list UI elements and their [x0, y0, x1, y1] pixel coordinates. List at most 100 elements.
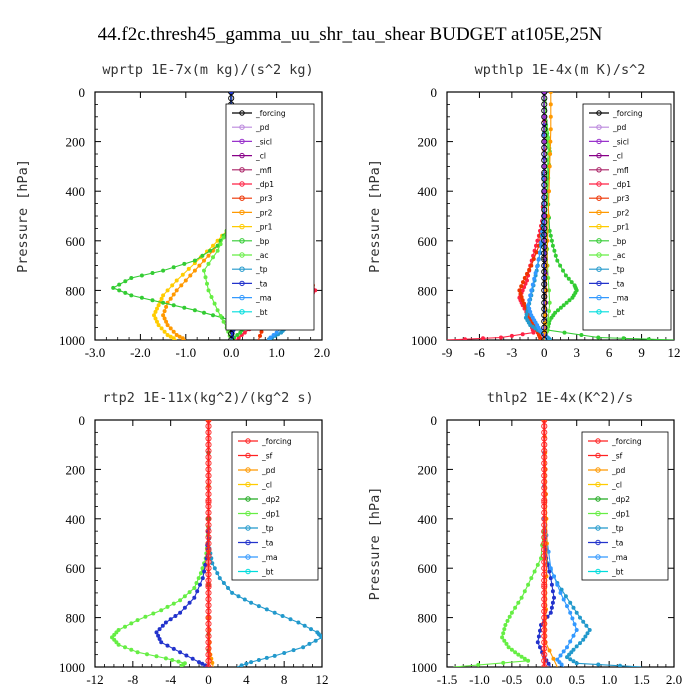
legend-entry: _bp	[612, 237, 627, 246]
series-marker	[221, 319, 226, 324]
legend-marker	[239, 138, 245, 145]
series-marker	[541, 581, 548, 588]
series-marker	[507, 614, 512, 619]
series-marker	[548, 566, 553, 571]
series-marker	[249, 660, 254, 665]
series-marker	[522, 275, 527, 280]
x-tick-label: 12	[316, 672, 329, 687]
zero-profile-marker	[541, 318, 548, 325]
series-marker	[221, 235, 226, 240]
series-marker	[542, 92, 547, 94]
series-marker	[206, 288, 211, 293]
series-marker	[301, 645, 306, 650]
zero-profile-marker	[541, 212, 548, 220]
series-marker	[154, 654, 159, 659]
x-tick-label: -1.0	[176, 345, 197, 360]
series-marker	[164, 304, 169, 309]
series-marker	[192, 586, 197, 591]
legend-marker	[595, 539, 601, 546]
series-marker	[547, 300, 552, 305]
series-marker	[135, 650, 140, 655]
series-marker	[242, 330, 247, 335]
series-marker	[170, 658, 175, 663]
series-marker	[527, 267, 532, 272]
series-marker	[186, 266, 191, 271]
series-marker	[161, 300, 166, 305]
legend-marker	[596, 152, 602, 159]
legend-marker	[239, 167, 245, 173]
series-marker	[156, 323, 161, 328]
series-marker	[549, 582, 554, 587]
series-marker	[170, 283, 175, 288]
series-marker	[157, 637, 162, 642]
legend-marker	[595, 481, 601, 488]
series-marker	[203, 275, 208, 280]
series-marker	[313, 638, 318, 643]
x-tick-label: -9	[442, 345, 453, 360]
zero-profile-marker	[541, 583, 548, 590]
legend-marker	[596, 266, 602, 272]
legend-marker	[239, 181, 245, 187]
series-marker	[209, 294, 214, 299]
series-marker	[535, 640, 540, 645]
zero-profile-marker	[205, 460, 212, 467]
series-marker	[280, 614, 285, 619]
zero-profile-marker	[541, 157, 548, 164]
zero-profile-marker	[205, 447, 212, 454]
zero-profile-marker	[541, 175, 548, 182]
series-marker	[159, 296, 164, 301]
series-marker	[527, 298, 532, 303]
series-marker	[547, 189, 552, 194]
series-marker	[578, 641, 583, 646]
zero-profile-marker	[541, 95, 548, 102]
legend-entry: _ac	[255, 251, 268, 260]
y-tick-label: 400	[418, 512, 438, 527]
series-marker	[520, 298, 525, 303]
zero-profile-marker	[205, 596, 212, 603]
zero-profile-marker	[205, 528, 212, 535]
series-marker	[139, 295, 144, 300]
series-marker	[279, 330, 284, 335]
series-marker	[192, 258, 197, 263]
series-marker	[176, 659, 181, 664]
series-marker	[129, 293, 134, 298]
x-tick-label: -4	[165, 672, 176, 687]
series-marker	[596, 662, 601, 667]
zero-profile-marker	[205, 552, 212, 559]
series-marker	[543, 213, 548, 218]
zero-profile-marker	[541, 466, 548, 473]
x-tick-label: -2.0	[130, 345, 151, 360]
legend-marker	[596, 280, 602, 287]
series-marker	[568, 600, 573, 605]
zero-profile-marker	[541, 256, 548, 263]
series-marker	[218, 242, 223, 247]
legend-marker	[245, 554, 251, 560]
series-marker	[182, 594, 187, 599]
series-marker	[164, 319, 169, 324]
series-marker	[552, 595, 557, 600]
zero-profile-marker	[541, 181, 548, 189]
series-marker	[197, 263, 202, 268]
zero-profile-marker	[541, 509, 548, 516]
zero-profile-marker	[541, 163, 548, 170]
series-marker	[553, 253, 558, 258]
series-marker	[271, 332, 276, 337]
zero-profile-marker	[541, 435, 548, 442]
zero-profile-marker	[205, 608, 212, 615]
series-marker	[509, 333, 514, 338]
series-marker	[165, 288, 170, 293]
series-marker	[513, 650, 518, 655]
zero-profile-marker	[541, 651, 548, 658]
series-marker	[143, 614, 148, 619]
series-marker	[529, 263, 534, 268]
series-marker	[535, 238, 540, 243]
series-marker	[547, 309, 552, 314]
legend-entry: _bt	[255, 308, 268, 317]
series-marker	[565, 604, 570, 609]
zero-profile-marker	[541, 243, 548, 251]
zero-profile-marker	[541, 423, 548, 430]
series-marker	[129, 647, 134, 652]
series-marker	[302, 623, 307, 628]
series-marker	[257, 333, 262, 338]
series-marker	[570, 295, 575, 300]
